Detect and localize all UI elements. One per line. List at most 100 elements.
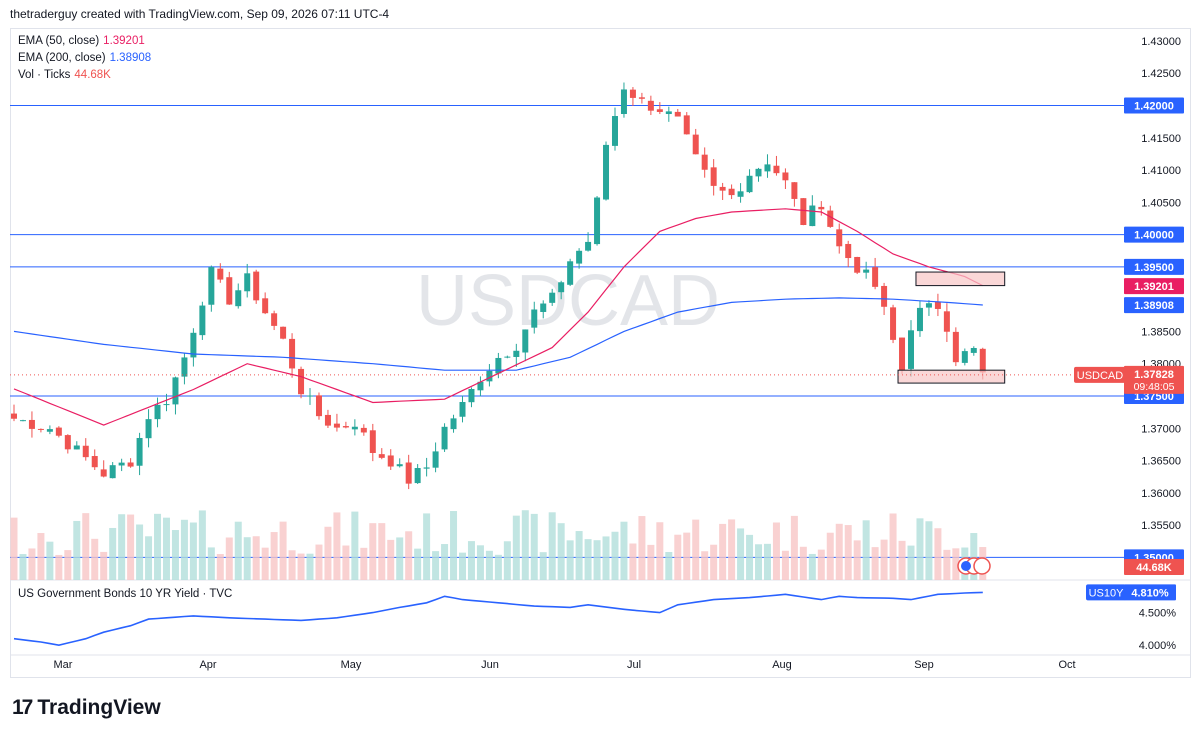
candle-body[interactable]	[19, 420, 26, 422]
candle-body[interactable]	[253, 271, 260, 301]
candle-body[interactable]	[513, 350, 520, 357]
candle-body[interactable]	[683, 115, 690, 135]
candle-body[interactable]	[477, 381, 484, 391]
candle-body[interactable]	[396, 464, 403, 467]
candle-body[interactable]	[647, 100, 654, 111]
candle-body[interactable]	[289, 338, 296, 369]
candle-body[interactable]	[486, 370, 493, 382]
candle-body[interactable]	[567, 261, 574, 285]
candle-body[interactable]	[11, 413, 17, 419]
candle-body[interactable]	[387, 455, 394, 467]
candle-body[interactable]	[423, 467, 430, 469]
candle-body[interactable]	[522, 329, 529, 353]
candle-body[interactable]	[872, 267, 879, 287]
candle-body[interactable]	[970, 347, 977, 353]
candle-body[interactable]	[854, 256, 861, 273]
candle-body[interactable]	[226, 277, 233, 305]
legend-bond[interactable]: US Government Bonds 10 YR Yield · TVC	[18, 588, 232, 600]
candle-body[interactable]	[710, 167, 717, 186]
candle-body[interactable]	[934, 301, 941, 309]
candle-body[interactable]	[863, 269, 870, 273]
candle-body[interactable]	[728, 188, 735, 196]
candle-body[interactable]	[405, 462, 412, 484]
bond-symbol-badge[interactable]	[1086, 584, 1126, 601]
candle-body[interactable]	[827, 210, 834, 227]
candle-body[interactable]	[674, 111, 681, 117]
candle-body[interactable]	[629, 89, 636, 98]
ema200-line[interactable]	[13, 297, 983, 371]
candle-body[interactable]	[603, 144, 610, 200]
candle-body[interactable]	[136, 437, 143, 466]
candle-body[interactable]	[307, 395, 314, 397]
candle-body[interactable]	[638, 97, 645, 99]
legend-ema50[interactable]: EMA (50, close) 1.39201	[18, 35, 145, 47]
candle-body[interactable]	[109, 465, 116, 479]
candle-body[interactable]	[585, 241, 592, 251]
candle-body[interactable]	[73, 445, 80, 450]
candle-body[interactable]	[181, 357, 188, 377]
candle-body[interactable]	[594, 197, 601, 245]
candle-body[interactable]	[916, 307, 923, 332]
tradingview-logo[interactable]: 17 TradingView	[12, 696, 161, 720]
candle-body[interactable]	[64, 435, 71, 450]
candle-body[interactable]	[145, 419, 152, 439]
candle-body[interactable]	[925, 303, 932, 308]
candle-body[interactable]	[378, 454, 385, 458]
candle-body[interactable]	[172, 377, 179, 405]
candle-body[interactable]	[333, 423, 340, 428]
candle-body[interactable]	[558, 282, 565, 293]
candle-body[interactable]	[315, 395, 322, 417]
candle-body[interactable]	[28, 419, 35, 429]
candle-body[interactable]	[441, 426, 448, 450]
candle-body[interactable]	[262, 298, 269, 314]
candle-body[interactable]	[979, 348, 986, 373]
supply-demand-zone[interactable]	[915, 271, 1006, 287]
candle-body[interactable]	[235, 290, 242, 307]
ema50-line[interactable]	[13, 208, 984, 426]
candle-body[interactable]	[190, 332, 197, 358]
candle-body[interactable]	[298, 368, 305, 395]
candle-body[interactable]	[755, 168, 762, 177]
candle-body[interactable]	[845, 243, 852, 259]
candle-body[interactable]	[91, 456, 98, 468]
candle-body[interactable]	[324, 414, 331, 426]
candle-body[interactable]	[199, 305, 206, 336]
candle-body[interactable]	[800, 198, 807, 225]
candle-body[interactable]	[342, 426, 349, 428]
candle-body[interactable]	[244, 273, 251, 292]
candle-body[interactable]	[773, 165, 780, 174]
candle-body[interactable]	[701, 154, 708, 170]
candle-body[interactable]	[217, 268, 224, 280]
candle-body[interactable]	[576, 250, 583, 264]
candle-body[interactable]	[504, 356, 511, 358]
candle-body[interactable]	[55, 427, 62, 436]
candle-body[interactable]	[611, 116, 618, 146]
candle-body[interactable]	[46, 429, 53, 432]
symbol-badge[interactable]	[1074, 366, 1126, 383]
candle-body[interactable]	[459, 402, 466, 417]
candle-body[interactable]	[943, 311, 950, 332]
candle-body[interactable]	[37, 428, 44, 430]
candle-body[interactable]	[656, 109, 663, 112]
candle-body[interactable]	[82, 445, 89, 458]
candle-body[interactable]	[100, 469, 107, 477]
bond-yield-line[interactable]	[13, 591, 983, 647]
candle-body[interactable]	[540, 303, 547, 312]
candle-body[interactable]	[450, 418, 457, 430]
candle-body[interactable]	[782, 172, 789, 181]
candle-body[interactable]	[208, 267, 215, 305]
candle-body[interactable]	[791, 182, 798, 199]
candle-body[interactable]	[280, 326, 287, 339]
candle-body[interactable]	[908, 330, 914, 369]
candle-body[interactable]	[881, 285, 888, 307]
candle-body[interactable]	[737, 191, 744, 197]
candle-body[interactable]	[549, 292, 556, 303]
candle-body[interactable]	[620, 89, 627, 115]
supply-demand-zone[interactable]	[897, 369, 1006, 384]
candle-body[interactable]	[890, 307, 897, 340]
candle-body[interactable]	[163, 404, 170, 406]
candle-body[interactable]	[351, 426, 358, 430]
candle-body[interactable]	[360, 427, 367, 433]
candle-body[interactable]	[746, 175, 753, 193]
candle-body[interactable]	[692, 134, 699, 155]
